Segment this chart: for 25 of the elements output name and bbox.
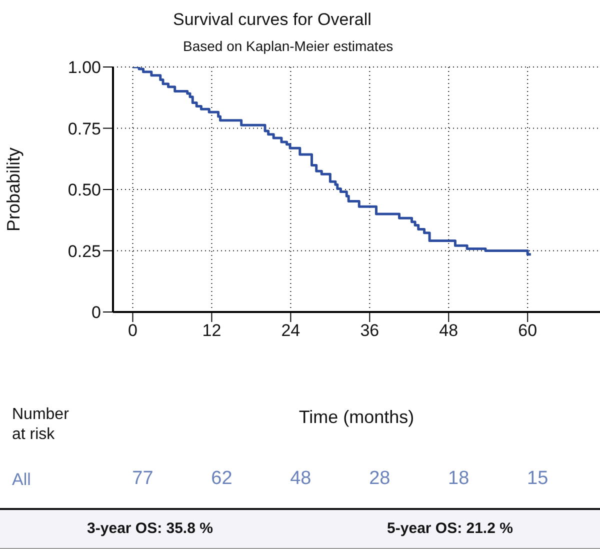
y-tick-label: 1.00 [68,58,101,78]
x-tick-label: 60 [518,321,538,340]
text: 18 [447,468,470,490]
text: 28 [368,468,392,490]
y-tick-label: 0.50 [68,180,101,200]
chart-title: Survival curves for Overall [173,10,372,30]
text: All [12,470,31,490]
y-tick-label: 0 [92,303,101,322]
x-tick-label: 36 [360,321,380,340]
y-axis-title: Probability [3,147,24,232]
text: 5-year OS: 21.2 % [386,520,514,537]
x-axis-title: Time (months) [298,407,416,428]
x-tick-label: 12 [202,321,222,340]
text: 48 [289,468,312,490]
text: 15 [526,468,550,490]
x-tick-label: 0 [128,321,138,340]
y-tick-label: 0.25 [68,242,101,261]
y-tick-label: 0.75 [68,119,101,138]
chart-subtitle: Based on Kaplan-Meier estimates [183,38,394,54]
x-tick-label: 48 [439,321,458,340]
text: Number at risk [12,405,70,445]
x-tick-label: 24 [281,321,300,340]
text: 62 [210,468,234,490]
text: 77 [131,468,154,490]
text: 3-year OS: 35.8 % [86,520,214,537]
